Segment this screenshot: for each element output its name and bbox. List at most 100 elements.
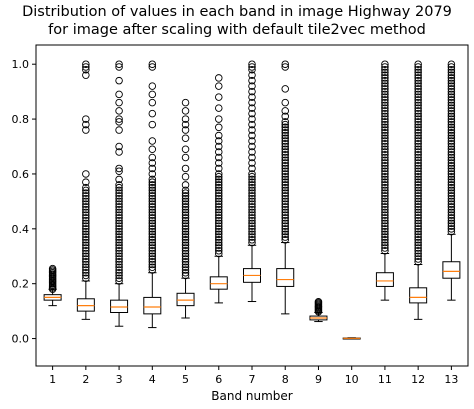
outlier-point xyxy=(414,230,422,239)
outlier-point xyxy=(381,87,389,96)
outlier-point xyxy=(215,208,223,217)
outlier-point xyxy=(447,159,456,167)
outlier-point xyxy=(281,145,289,154)
outlier-point xyxy=(181,120,190,129)
outlier-point xyxy=(248,211,256,219)
outlier-point xyxy=(82,65,90,74)
outlier-point xyxy=(281,225,289,233)
outlier-point xyxy=(414,65,422,74)
outlier-point xyxy=(248,216,256,225)
outlier-point xyxy=(181,268,190,277)
outlier-point xyxy=(115,216,123,225)
outlier-point xyxy=(215,74,223,82)
outlier-point xyxy=(414,164,422,173)
outlier-point xyxy=(115,277,123,285)
outlier-point xyxy=(381,219,389,228)
outlier-point xyxy=(148,236,157,244)
outlier-point xyxy=(215,148,223,156)
outlier-point xyxy=(148,241,157,250)
outlier-point xyxy=(248,192,256,200)
outlier-point xyxy=(381,63,389,71)
chart-title-line-2: for image after scaling with default til… xyxy=(48,22,426,38)
box-band-8 xyxy=(276,60,295,315)
outlier-point xyxy=(115,118,123,126)
outlier-point xyxy=(82,227,90,236)
outlier-point xyxy=(115,148,123,156)
outlier-point xyxy=(381,126,389,134)
outlier-point xyxy=(148,227,157,236)
outlier-point xyxy=(414,197,422,206)
outlier-point xyxy=(215,159,223,167)
outlier-point xyxy=(381,222,389,230)
outlier-point xyxy=(447,137,456,145)
outlier-point xyxy=(181,247,190,255)
outlier-point xyxy=(447,129,456,137)
outlier-point xyxy=(281,192,289,200)
outlier-point xyxy=(181,266,190,274)
iqr-box xyxy=(375,272,394,287)
outlier-point xyxy=(414,192,422,200)
outlier-point xyxy=(381,150,389,159)
outlier-point xyxy=(281,222,289,230)
outlier-point xyxy=(381,76,389,85)
outlier-point xyxy=(414,104,422,112)
outlier-point xyxy=(447,189,456,197)
outlier-point xyxy=(115,263,123,271)
outlier-point xyxy=(248,87,256,96)
outlier-point xyxy=(115,271,123,280)
outlier-point xyxy=(148,63,157,71)
outlier-point xyxy=(181,107,190,115)
outlier-point xyxy=(414,153,422,162)
outlier-point xyxy=(381,247,389,255)
outlier-point xyxy=(48,264,57,273)
outlier-point xyxy=(281,194,289,203)
outlier-point xyxy=(414,241,422,250)
outlier-point xyxy=(381,167,389,175)
outlier-point xyxy=(215,249,223,258)
outlier-point xyxy=(381,134,389,143)
outlier-point xyxy=(414,189,422,197)
outlier-point xyxy=(215,183,223,192)
outlier-point xyxy=(148,186,157,195)
outlier-point xyxy=(115,203,123,211)
outlier-point xyxy=(181,241,190,250)
outlier-point xyxy=(414,227,422,236)
outlier-point xyxy=(82,238,90,247)
outlier-point xyxy=(281,175,289,184)
outlier-point xyxy=(181,219,190,228)
outlier-point xyxy=(281,200,289,208)
outlier-point xyxy=(82,260,90,269)
outlier-point xyxy=(381,96,389,104)
outlier-point xyxy=(148,60,157,68)
outlier-point xyxy=(148,244,157,252)
outlier-point xyxy=(381,101,389,110)
outlier-point xyxy=(281,63,289,71)
outlier-point xyxy=(148,98,157,107)
box-band-3 xyxy=(110,60,129,327)
outlier-point xyxy=(248,65,256,74)
outlier-point xyxy=(115,249,123,258)
y-tick-label: 0.2 xyxy=(12,278,30,291)
outlier-point xyxy=(115,90,123,99)
outlier-point xyxy=(281,85,289,93)
outlier-point xyxy=(414,126,422,134)
outlier-point xyxy=(281,140,289,148)
outlier-point xyxy=(414,145,422,154)
outlier-point xyxy=(281,60,289,68)
outlier-point xyxy=(381,90,389,99)
outlier-point xyxy=(82,120,90,129)
box-band-10 xyxy=(342,337,361,340)
outlier-point xyxy=(414,156,422,164)
outlier-point xyxy=(414,233,422,241)
outlier-point xyxy=(414,107,422,115)
iqr-box xyxy=(409,287,428,304)
outlier-point xyxy=(281,120,289,129)
x-tick-label: 9 xyxy=(315,373,322,386)
x-axis-label: Band number xyxy=(211,389,293,403)
outlier-point xyxy=(115,230,123,239)
outlier-point xyxy=(215,203,223,211)
outlier-point xyxy=(115,192,123,200)
box-band-5 xyxy=(176,98,195,319)
outlier-point xyxy=(148,203,157,211)
outlier-point xyxy=(215,227,223,236)
